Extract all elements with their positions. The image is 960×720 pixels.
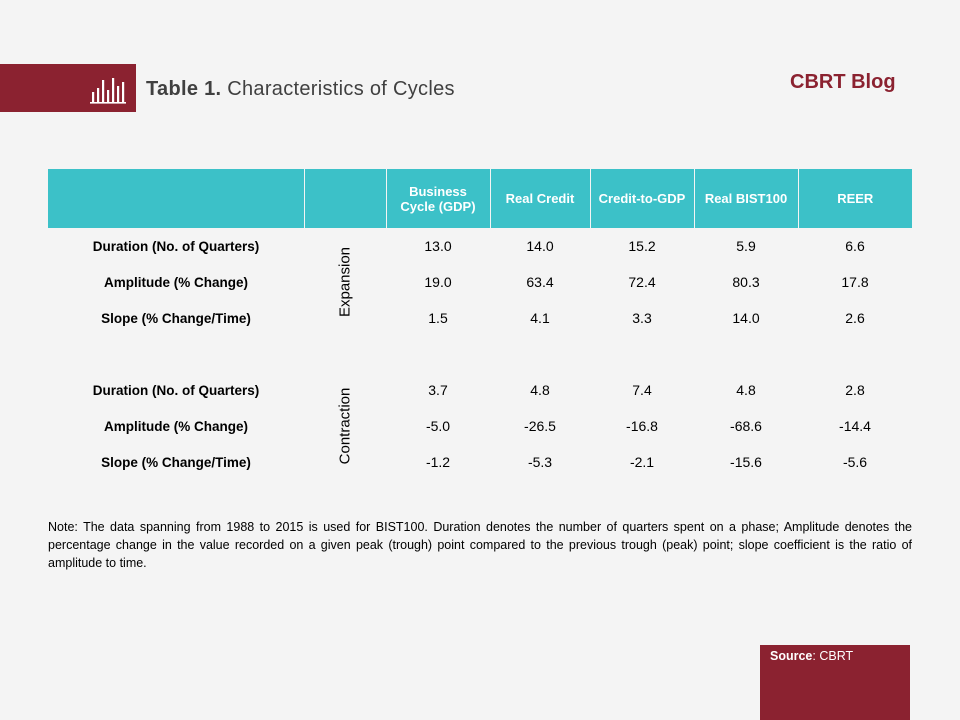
row-label: Amplitude (% Change): [104, 274, 248, 290]
title-number: Table 1.: [146, 78, 222, 100]
row-label: Slope (% Change/Time): [101, 454, 251, 470]
header-cell-credit-to-gdp: Credit-to-GDP: [590, 169, 695, 228]
table-cell: 4.8: [530, 382, 550, 398]
table-cell: -5.6: [842, 454, 868, 470]
title-accent-bar: [0, 64, 136, 112]
brand-label: CBRT Blog: [790, 71, 896, 93]
phase-label-expansion: Expansion: [336, 246, 354, 318]
table-cell: 5.9: [736, 238, 756, 254]
header-cell-reer: REER: [798, 169, 912, 228]
source-line: Source: CBRT: [770, 649, 853, 663]
title-text: Characteristics of Cycles: [227, 78, 455, 100]
table-cell: -2.1: [629, 454, 655, 470]
table-cell: 2.6: [845, 310, 865, 326]
table-cell: 2.8: [845, 382, 865, 398]
table-cell: 7.4: [632, 382, 652, 398]
cycles-table-container: Business Cycle (GDP) Real Credit Credit-…: [48, 169, 912, 480]
header-cell-real-credit: Real Credit: [490, 169, 591, 228]
table-cell: 14.0: [526, 238, 554, 254]
table-row: Amplitude (% Change) 19.0 63.4 72.4 80.3…: [48, 264, 912, 300]
table-row: Duration (No. of Quarters) Expansion 13.…: [48, 228, 912, 317]
table-cell: -5.3: [527, 454, 553, 470]
source-box: Source: CBRT: [760, 645, 910, 720]
source-label: Source: [770, 649, 813, 663]
table-cell: 6.6: [845, 238, 865, 254]
header-cell-label: [48, 169, 305, 228]
header-cell-phase: [304, 169, 387, 228]
header-cell-real-bist100: Real BIST100: [694, 169, 799, 228]
table-row: Duration (No. of Quarters) Contraction 3…: [48, 372, 912, 464]
table-cell: -14.4: [839, 418, 871, 434]
table-header-row: Business Cycle (GDP) Real Credit Credit-…: [48, 169, 912, 228]
row-label: Slope (% Change/Time): [101, 310, 251, 326]
table-cell: 1.5: [428, 310, 448, 326]
table-cell: 63.4: [526, 274, 554, 290]
table-cell: -16.8: [626, 418, 658, 434]
table-row: Slope (% Change/Time) -1.2 -5.3 -2.1 -15…: [48, 444, 912, 480]
table-cell: 4.8: [736, 382, 756, 398]
row-label: Amplitude (% Change): [104, 418, 248, 434]
table-cell: -15.6: [730, 454, 762, 470]
phase-cell-contraction: Contraction: [304, 372, 386, 480]
table-cell: -26.5: [524, 418, 556, 434]
phase-label-contraction: Contraction: [336, 387, 354, 465]
table-cell: -5.0: [425, 418, 451, 434]
table-cell: 15.2: [628, 238, 656, 254]
page-title: Table 1. Characteristics of Cycles: [146, 78, 455, 101]
table-cell: -68.6: [730, 418, 762, 434]
table-row: Slope (% Change/Time) 1.5 4.1 3.3 14.0 2…: [48, 300, 912, 336]
phase-cell-expansion: Expansion: [304, 228, 386, 336]
spacer-cell: [48, 336, 912, 372]
row-label: Duration (No. of Quarters): [92, 382, 260, 398]
source-value: : CBRT: [812, 649, 854, 663]
table-cell: 80.3: [732, 274, 760, 290]
table-cell: 17.8: [841, 274, 869, 290]
table-row: Amplitude (% Change) -5.0 -26.5 -16.8 -6…: [48, 408, 912, 444]
table-cell: 4.1: [530, 310, 550, 326]
table-cell: 13.0: [424, 238, 452, 254]
table-cell: 72.4: [628, 274, 656, 290]
cycles-table: Business Cycle (GDP) Real Credit Credit-…: [48, 169, 912, 480]
table-cell: 19.0: [424, 274, 452, 290]
table-spacer-row: [48, 336, 912, 372]
table-cell: -1.2: [425, 454, 451, 470]
table-cell: 14.0: [732, 310, 760, 326]
header-cell-gdp: Business Cycle (GDP): [386, 169, 491, 228]
table-cell: 3.3: [632, 310, 652, 326]
table-note: Note: The data spanning from 1988 to 201…: [48, 520, 912, 570]
bar-chart-icon: [90, 78, 126, 104]
row-label: Duration (No. of Quarters): [92, 238, 260, 254]
table-cell: 3.7: [428, 382, 448, 398]
